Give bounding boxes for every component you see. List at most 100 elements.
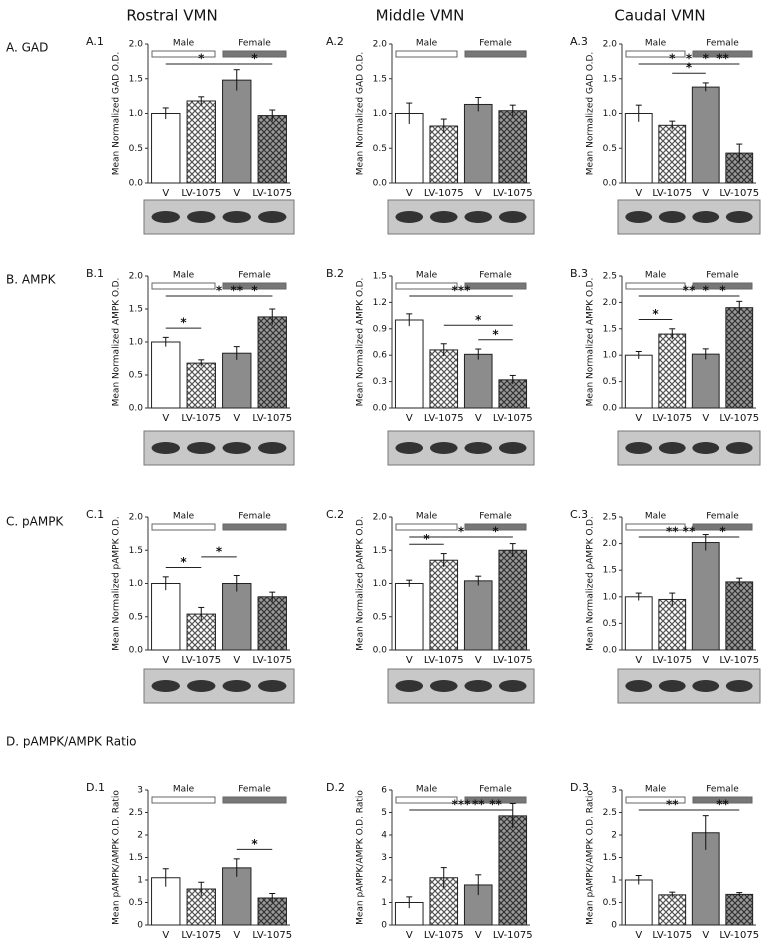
group-box: [464, 282, 527, 290]
y-tick-label: 2.0: [129, 40, 144, 50]
y-tick-label: 0.5: [603, 144, 617, 154]
blot-band: [258, 211, 287, 223]
panel-label: D.3: [570, 781, 589, 794]
y-tick-label: 0.5: [603, 377, 617, 387]
group-label: Male: [173, 512, 195, 522]
blot-band: [692, 211, 720, 223]
x-tick-label: V: [406, 930, 413, 941]
y-tick-label: 0.0: [603, 404, 618, 414]
significance-label: *: [703, 284, 710, 298]
panel-label: A.2: [326, 35, 344, 48]
significance-label: **: [716, 798, 729, 812]
bar: [394, 319, 424, 409]
y-tick-label: 2.5: [129, 808, 143, 818]
group-box: [692, 282, 753, 290]
bar: [429, 559, 459, 651]
blot-band: [395, 211, 424, 223]
group-box: [625, 796, 686, 804]
x-tick-label: V: [233, 655, 240, 666]
group-label: Female: [238, 39, 271, 49]
significance-label: **: [683, 525, 696, 539]
y-axis-label: Mean Normalized GAD O.D.: [112, 52, 122, 176]
row-label: B. AMPK: [6, 273, 57, 287]
y-tick-label: 2.5: [603, 272, 617, 282]
bar: [463, 353, 493, 409]
x-tick-label: V: [233, 930, 240, 941]
blot-band: [692, 442, 720, 454]
blot-band: [222, 211, 251, 223]
x-tick-label: V: [635, 655, 642, 666]
significance-label: *: [686, 52, 693, 66]
group-label: Male: [416, 271, 438, 281]
x-tick-label: V: [635, 930, 642, 941]
group-label: Female: [238, 271, 271, 281]
significance-label: *: [703, 52, 710, 66]
group-box: [151, 523, 216, 531]
y-tick-label: 2: [611, 831, 617, 841]
y-tick-label: 1.0: [603, 109, 618, 119]
x-tick-label: LV-1075: [181, 413, 221, 424]
group-label: Male: [416, 39, 438, 49]
y-tick-label: 1.0: [373, 579, 388, 589]
bar: [429, 349, 459, 409]
group-label: Female: [238, 785, 271, 795]
y-tick-label: 0.5: [603, 619, 617, 629]
y-tick-label: 0.0: [373, 179, 388, 189]
y-tick-label: 0.0: [373, 646, 388, 656]
group-box: [395, 50, 458, 58]
y-tick-label: 0.0: [373, 404, 388, 414]
bar: [498, 379, 528, 409]
significance-label: *: [251, 52, 258, 66]
significance-label: **: [683, 284, 696, 298]
group-box: [151, 282, 216, 290]
blot-band: [464, 211, 493, 223]
group-box: [222, 796, 287, 804]
bar: [624, 354, 653, 409]
blot-band: [187, 211, 216, 223]
y-tick-label: 6: [381, 786, 387, 796]
row-label: A. GAD: [6, 41, 48, 55]
y-tick-label: 3: [381, 853, 387, 863]
x-tick-label: V: [635, 413, 642, 424]
significance-label: **: [666, 525, 679, 539]
panel-label: D.2: [326, 781, 345, 794]
bar: [151, 113, 181, 184]
bar: [725, 307, 754, 409]
significance-label: *: [198, 52, 205, 66]
y-axis-label: Mean Normalized AMPK O.D.: [356, 278, 366, 407]
group-box: [464, 796, 527, 804]
bar: [498, 815, 528, 926]
group-label: Female: [706, 271, 739, 281]
bar: [658, 124, 687, 184]
x-tick-label: V: [406, 188, 413, 199]
y-tick-label: 2.5: [603, 808, 617, 818]
y-tick-label: 0: [137, 921, 143, 931]
blot-band: [187, 680, 216, 692]
x-tick-label: LV-1075: [652, 655, 692, 666]
y-tick-label: 1.5: [603, 74, 617, 84]
bar: [186, 362, 216, 409]
group-label: Male: [645, 785, 667, 795]
bar: [186, 100, 216, 184]
y-tick-label: 0.5: [129, 612, 143, 622]
significance-label: **: [716, 52, 729, 66]
y-tick-label: 1.5: [129, 853, 143, 863]
x-tick-label: V: [635, 188, 642, 199]
significance-label: *: [216, 544, 223, 558]
x-tick-label: LV-1075: [493, 188, 533, 199]
y-tick-label: 1.0: [129, 338, 144, 348]
row-label: D. pAMPK/AMPK Ratio: [6, 735, 137, 749]
column-title: Middle VMN: [376, 7, 465, 25]
y-axis-label: Mean Normalized pAMPK O.D.: [586, 516, 596, 650]
y-tick-label: 2: [137, 831, 143, 841]
y-tick-label: 0.5: [129, 898, 143, 908]
y-tick-label: 2.0: [373, 40, 388, 50]
x-tick-label: LV-1075: [424, 655, 464, 666]
group-label: Female: [479, 512, 512, 522]
significance-label: *: [719, 525, 726, 539]
bar: [394, 113, 424, 184]
significance-label: *: [652, 307, 659, 321]
bar: [498, 110, 528, 184]
bar: [725, 893, 754, 926]
x-tick-label: LV-1075: [181, 188, 221, 199]
